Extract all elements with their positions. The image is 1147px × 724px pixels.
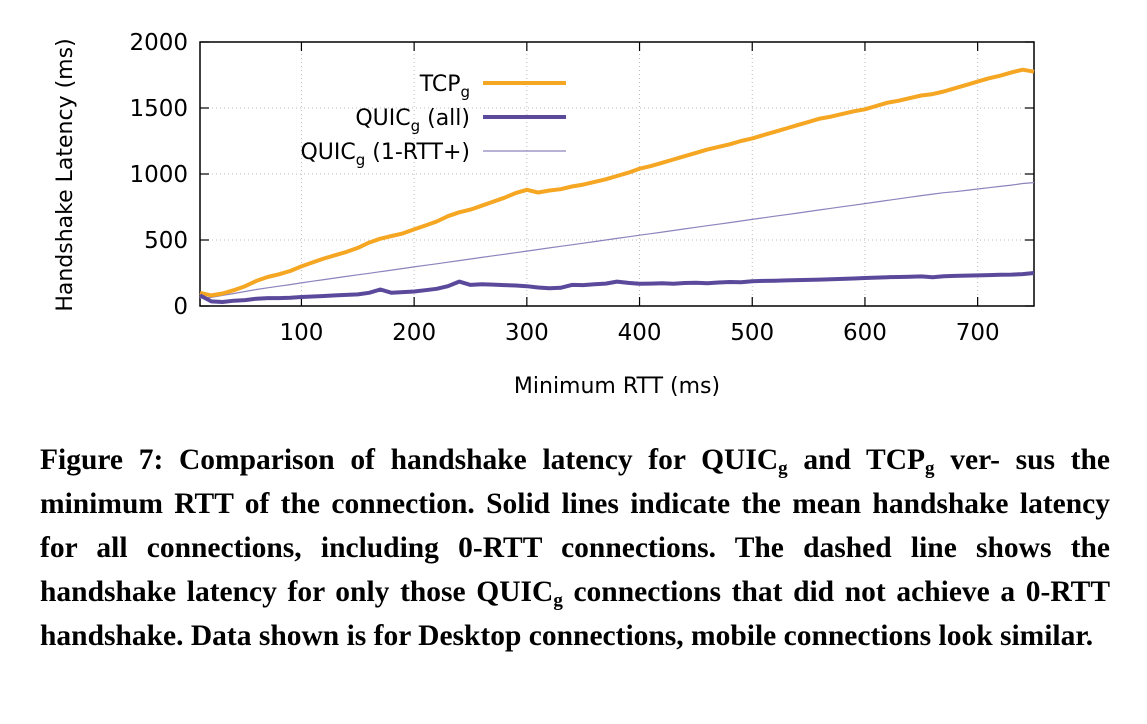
x-tick-label: 400 [618,320,662,346]
x-axis-label: Minimum RTT (ms) [514,374,720,399]
legend-label: TCPg [419,72,470,101]
y-tick-label: 500 [144,228,188,254]
legend-label: QUICg (1-RTT+) [300,140,470,169]
x-tick-label: 300 [505,320,549,346]
x-tick-label: 200 [392,320,436,346]
x-tick-label: 700 [956,320,1000,346]
caption-line-2: sus the minimum RTT of the connection. S… [40,444,1110,520]
figure-caption: Figure 7: Comparison of handshake latenc… [40,438,1110,658]
series-line-2 [199,271,1035,304]
axis-ticks: 0 500 1000 1500 2000 100 200 300 400 500 600 700 [129,30,1034,346]
series-line-1 [199,67,1035,298]
x-tick-label: 100 [279,320,323,346]
legend: TCPg QUICg (all) QUICg (1-RTT+) [300,72,566,169]
x-tick-label: 600 [843,320,887,346]
caption-line-6: for Desktop connections, mobile connecti… [373,620,1094,652]
y-axis-label: Handshake Latency (ms) [53,38,78,311]
y-tick-label: 1500 [129,96,188,122]
y-tick-label: 2000 [129,30,188,56]
x-tick-label: 500 [730,320,774,346]
series-lines [199,67,1035,304]
caption-line-5: connections that did not achieve a 0-RTT… [40,576,1111,652]
y-tick-label: 0 [173,294,188,320]
legend-label: QUICg (all) [355,106,470,135]
caption-line-4: The dashed line shows the handshake late… [40,532,1111,611]
handshake-latency-chart: 0 500 1000 1500 2000 100 200 300 400 500 600 700 Ha… [53,30,1035,399]
series-line-3 [199,182,1035,299]
caption-line-1: Figure 7: Comparison of handshake latenc… [40,444,1000,479]
caption-line-3: handshake latency for all connections, i… [40,488,1110,564]
y-tick-label: 1000 [129,162,188,188]
